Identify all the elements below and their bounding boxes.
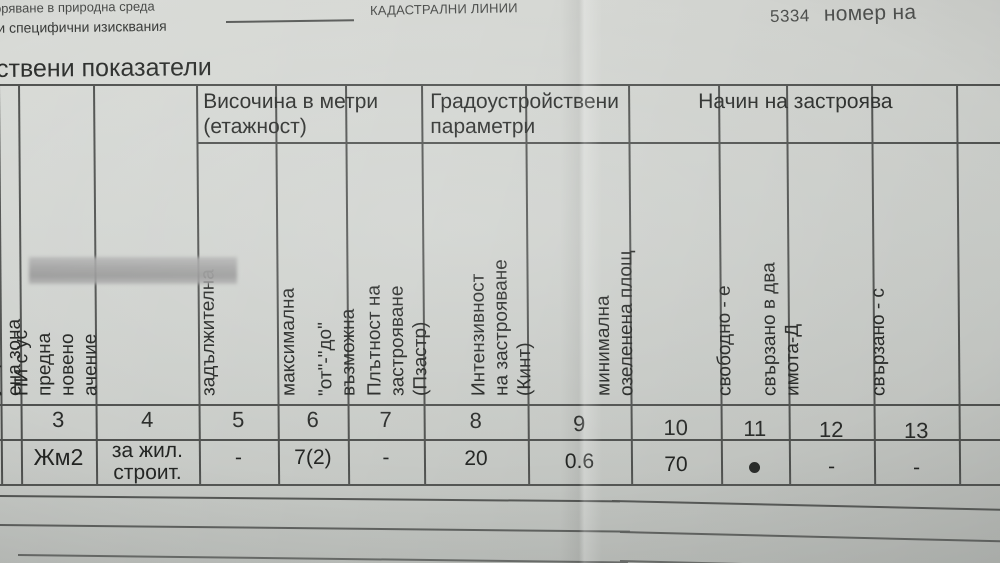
group-header-buildmode: Начин на застроява	[698, 89, 893, 113]
colnum-11: 11	[743, 415, 767, 441]
section-caption: ствени показатели	[0, 53, 212, 83]
colnum-8: 8	[469, 407, 482, 433]
vcol-caption-from-to: "от"-"до" възможна	[314, 308, 360, 396]
cell-free-standing-dot-marker	[748, 461, 761, 473]
parcel-number-label: номер на	[823, 0, 917, 26]
vcol-caption-green-area: минимална озеленена площ	[592, 250, 638, 396]
colnum-6: 6	[306, 406, 319, 432]
colnum-4: 4	[140, 406, 154, 432]
colnum-7: 7	[379, 406, 392, 432]
top-text-requirements: чи специфични изисквания	[0, 17, 167, 36]
cell-attached: -	[912, 455, 921, 479]
vcol-caption-intensity: Интензивност на застрояване (Кинт)	[467, 259, 536, 396]
vcol-caption-density: Плътност на застрояване (Пзастр)	[363, 285, 432, 396]
cell-intensity: 0.6	[564, 449, 595, 473]
top-text-environment: оряване в природна среда	[0, 0, 155, 16]
table-rule-bottom	[0, 483, 1000, 486]
cell-zone: Жм2	[33, 443, 84, 470]
group-header-parameters: Градоустройствени параметри	[430, 89, 620, 138]
cell-green-area: 70	[664, 452, 688, 476]
vcol-caption-free-standing: свободно - е	[713, 285, 736, 396]
colnum-3: 3	[51, 406, 65, 432]
colnum-5: 5	[231, 406, 245, 432]
cell-density: 20	[464, 446, 488, 470]
vcol-caption-semi-detached: свързано в два имота-Д	[758, 262, 804, 396]
parcel-number-block: 5334 номер на	[770, 1, 917, 28]
colnum-12: 12	[818, 416, 844, 442]
vcol-caption-attached: свързано - с	[867, 288, 890, 396]
cadastral-lines-label: КАДАСТРАЛНИ ЛИНИИ	[369, 0, 518, 18]
table-rule-group	[196, 141, 1000, 144]
cell-designation: за жил. строит.	[111, 438, 183, 484]
parcel-number-value: 5334	[769, 6, 811, 26]
colnum-9: 9	[572, 410, 586, 436]
group-header-height: Височина в метри (етажност)	[203, 89, 379, 138]
table-rule-numbers-top	[0, 403, 1000, 406]
cell-mandatory: -	[234, 445, 243, 469]
cell-maximum: 7(2)	[294, 445, 332, 469]
colnum-10: 10	[663, 414, 689, 440]
redaction-bar	[29, 257, 237, 284]
colnum-13: 13	[903, 417, 929, 443]
cell-from-to: -	[382, 445, 390, 469]
cell-semi-detached: -	[827, 454, 836, 478]
vcol-caption-maximum: максимална	[277, 287, 300, 396]
